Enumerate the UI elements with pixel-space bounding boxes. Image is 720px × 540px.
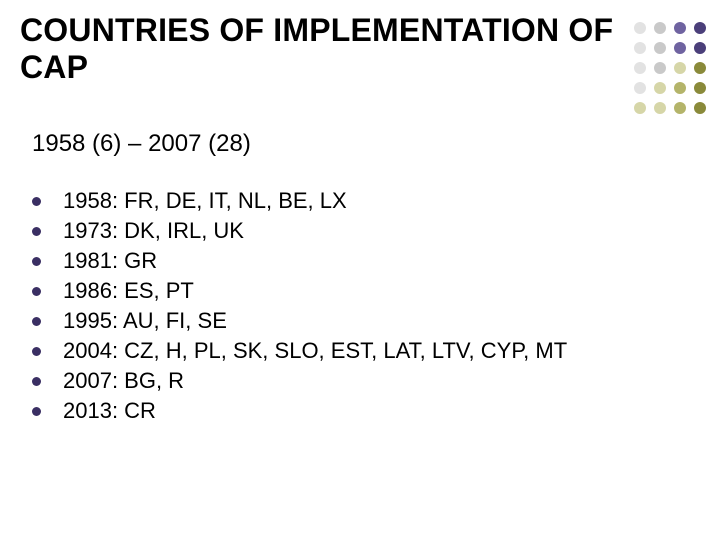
deco-dot-icon (634, 82, 646, 94)
list-item: 1995: AU, FI, SE (32, 306, 682, 336)
slide-subtitle: 1958 (6) – 2007 (28) (32, 130, 251, 158)
deco-dot-icon (674, 82, 686, 94)
deco-dot-icon (654, 62, 666, 74)
deco-dot-icon (694, 82, 706, 94)
bullet-icon (32, 287, 41, 296)
deco-dot-icon (694, 22, 706, 34)
list-item: 1973: DK, IRL, UK (32, 216, 682, 246)
list-item-label: 2004: CZ, H, PL, SK, SLO, EST, LAT, LTV,… (63, 339, 567, 363)
list-item: 1958: FR, DE, IT, NL, BE, LX (32, 186, 682, 216)
list-item-label: 1958: FR, DE, IT, NL, BE, LX (63, 189, 347, 213)
list-item: 2013: CR (32, 396, 682, 426)
bullet-list: 1958: FR, DE, IT, NL, BE, LX 1973: DK, I… (32, 186, 682, 426)
deco-dot-icon (654, 82, 666, 94)
slide-title: COUNTRIES OF IMPLEMENTATION OF CAP (20, 12, 660, 86)
list-item-label: 1973: DK, IRL, UK (63, 219, 244, 243)
decorative-dot-grid (634, 22, 708, 116)
deco-dot-icon (654, 22, 666, 34)
deco-dot-icon (634, 102, 646, 114)
list-item-label: 1981: GR (63, 249, 157, 273)
list-item: 2004: CZ, H, PL, SK, SLO, EST, LAT, LTV,… (32, 336, 682, 366)
bullet-icon (32, 227, 41, 236)
bullet-icon (32, 377, 41, 386)
deco-dot-icon (674, 42, 686, 54)
list-item-label: 1986: ES, PT (63, 279, 194, 303)
bullet-icon (32, 197, 41, 206)
deco-dot-icon (654, 102, 666, 114)
bullet-icon (32, 347, 41, 356)
list-item-label: 2013: CR (63, 399, 156, 423)
list-item: 2007: BG, R (32, 366, 682, 396)
list-item: 1986: ES, PT (32, 276, 682, 306)
deco-dot-icon (634, 42, 646, 54)
list-item-label: 1995: AU, FI, SE (63, 309, 227, 333)
deco-dot-icon (694, 62, 706, 74)
deco-dot-icon (634, 62, 646, 74)
bullet-icon (32, 257, 41, 266)
deco-dot-icon (674, 62, 686, 74)
deco-dot-icon (674, 22, 686, 34)
deco-dot-icon (694, 42, 706, 54)
list-item: 1981: GR (32, 246, 682, 276)
deco-dot-icon (654, 42, 666, 54)
slide: COUNTRIES OF IMPLEMENTATION OF CAP 1958 … (0, 0, 720, 540)
bullet-icon (32, 407, 41, 416)
deco-dot-icon (674, 102, 686, 114)
deco-dot-icon (694, 102, 706, 114)
list-item-label: 2007: BG, R (63, 369, 184, 393)
deco-dot-icon (634, 22, 646, 34)
bullet-icon (32, 317, 41, 326)
